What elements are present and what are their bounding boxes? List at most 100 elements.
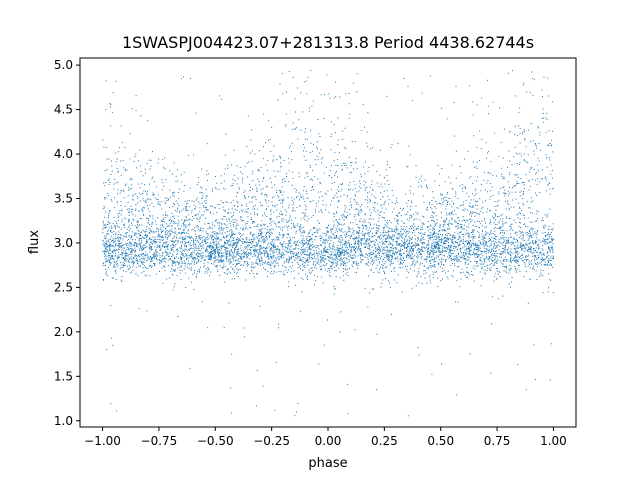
data-point	[500, 232, 502, 234]
data-point	[181, 238, 183, 240]
data-point	[379, 174, 381, 176]
data-point	[224, 249, 226, 251]
data-point	[505, 266, 507, 268]
data-point	[353, 246, 355, 248]
data-point	[367, 202, 369, 204]
data-point	[140, 165, 142, 167]
data-point	[438, 248, 440, 250]
data-point	[234, 233, 236, 235]
data-point	[401, 239, 403, 241]
data-point	[438, 244, 440, 245]
data-point	[142, 258, 144, 260]
data-point	[364, 233, 365, 235]
data-point	[103, 256, 105, 258]
data-point	[345, 148, 347, 150]
data-point	[276, 239, 278, 241]
data-point	[453, 246, 454, 248]
data-point	[485, 226, 487, 228]
data-point	[156, 258, 157, 260]
data-point	[423, 238, 425, 240]
data-point	[237, 178, 239, 179]
data-point	[218, 252, 220, 253]
data-point	[357, 262, 359, 264]
data-point	[426, 282, 428, 284]
data-point	[304, 131, 306, 133]
data-point	[411, 254, 413, 256]
data-point	[232, 263, 234, 265]
data-point	[296, 225, 298, 227]
data-point	[239, 188, 240, 190]
data-point	[537, 244, 539, 246]
data-point	[154, 237, 156, 238]
data-point	[307, 197, 309, 199]
data-point	[109, 248, 111, 250]
data-point	[117, 193, 119, 195]
data-point	[445, 237, 447, 239]
data-point	[477, 254, 479, 255]
data-point	[104, 235, 106, 237]
data-point	[290, 271, 292, 273]
data-point	[196, 214, 198, 216]
data-point	[380, 149, 381, 151]
data-point	[241, 205, 243, 206]
data-point	[128, 225, 130, 227]
data-point	[188, 200, 190, 202]
data-point	[145, 267, 147, 269]
data-point	[189, 224, 191, 226]
data-point	[548, 182, 550, 184]
data-point	[260, 232, 262, 234]
data-point	[181, 258, 182, 260]
data-point	[333, 233, 335, 235]
data-point	[427, 266, 429, 268]
data-point	[146, 192, 148, 194]
data-point	[416, 276, 418, 278]
data-point	[261, 258, 263, 260]
data-point	[214, 261, 216, 263]
data-point	[190, 281, 192, 283]
data-point	[436, 241, 438, 243]
data-point	[248, 161, 250, 163]
data-point	[403, 230, 405, 232]
data-point	[519, 107, 521, 109]
data-point	[275, 261, 277, 263]
data-point	[266, 250, 268, 252]
data-point	[110, 262, 112, 264]
data-point	[314, 245, 316, 247]
data-point	[368, 236, 370, 238]
data-point	[163, 259, 165, 261]
data-point	[150, 256, 152, 258]
data-point	[137, 260, 138, 262]
data-point	[515, 152, 517, 154]
data-point	[391, 238, 393, 240]
data-point	[246, 162, 248, 164]
data-point	[388, 253, 390, 255]
data-point	[426, 259, 428, 260]
data-point	[110, 104, 112, 105]
data-point	[131, 108, 133, 110]
data-point	[198, 181, 200, 183]
data-point	[291, 245, 293, 247]
data-point	[302, 245, 304, 247]
data-point	[303, 144, 304, 145]
data-point	[147, 222, 149, 224]
data-point	[437, 243, 439, 244]
data-point	[535, 241, 537, 243]
data-point	[282, 273, 284, 275]
data-point	[467, 235, 469, 237]
data-point	[384, 202, 386, 204]
data-point	[368, 275, 370, 277]
data-point	[164, 168, 166, 170]
data-point	[540, 269, 542, 271]
data-point	[146, 226, 147, 228]
data-point	[254, 208, 255, 210]
data-point	[403, 241, 405, 243]
data-point	[214, 255, 216, 257]
data-point	[411, 100, 413, 102]
data-point	[468, 250, 470, 252]
data-point	[417, 347, 419, 348]
data-point	[368, 255, 370, 257]
data-point	[292, 265, 294, 266]
data-point	[269, 243, 271, 245]
data-point	[236, 165, 238, 167]
data-point	[236, 209, 238, 211]
